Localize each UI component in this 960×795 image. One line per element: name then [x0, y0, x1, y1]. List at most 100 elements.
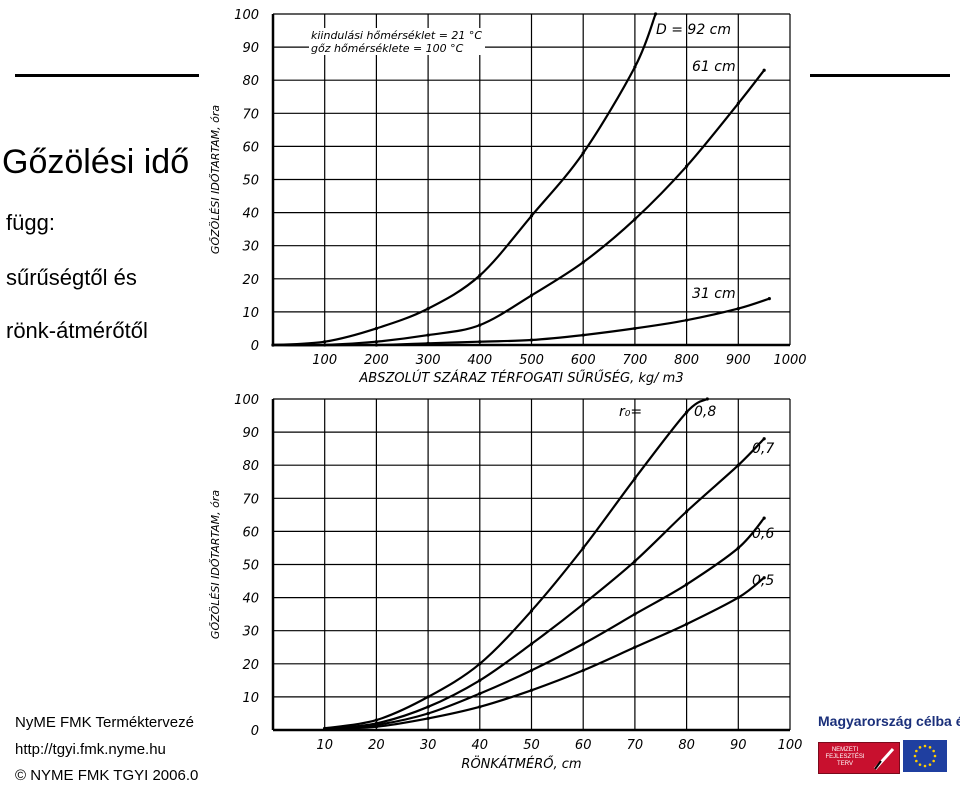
y-tick-label: 50 — [242, 174, 259, 189]
nft-logo-text: NEMZETI FEJLESZTÉSI TERV — [825, 747, 865, 767]
eu-star — [928, 746, 932, 749]
eu-star — [932, 759, 935, 763]
series-point — [685, 582, 689, 586]
x-tick-label: 10 — [316, 738, 333, 753]
series-point — [529, 642, 534, 646]
series-point — [736, 101, 740, 105]
series-label-2: 61 cm — [692, 59, 736, 75]
series-point — [426, 716, 430, 721]
eu-star — [915, 759, 918, 763]
series-point — [581, 333, 585, 337]
series-point — [633, 559, 637, 563]
y-tick-label: 0 — [251, 724, 259, 739]
series-point — [374, 326, 378, 331]
series-point — [529, 609, 534, 613]
annotation-bg — [309, 41, 485, 55]
x-tick-label: 200 — [364, 353, 389, 368]
eu-star — [932, 749, 935, 753]
series-point — [762, 437, 766, 441]
eu-star — [923, 764, 927, 768]
tagline: Magyarország célba ér — [818, 713, 960, 729]
x-tick-label: 1000 — [773, 353, 806, 368]
series-point — [426, 341, 430, 345]
eu-star — [918, 746, 922, 749]
series-point — [478, 340, 482, 344]
y-tick-label: 90 — [242, 41, 259, 56]
series-line-3 — [272, 297, 770, 347]
series-point — [478, 691, 482, 696]
series-line-1 — [324, 398, 708, 730]
series-point — [478, 323, 482, 327]
series-point — [685, 318, 689, 322]
y-tick-label: 40 — [242, 592, 259, 607]
x-axis-label: ABSZOLÚT SZÁRAZ TÉRFOGATI SŰRŰSÉG, kg/ m… — [358, 370, 683, 386]
series-point — [426, 306, 430, 311]
series-point — [478, 678, 482, 682]
series-point — [581, 260, 585, 264]
series-point — [633, 326, 637, 331]
y-tick-label: 20 — [242, 658, 259, 673]
series-point — [762, 576, 766, 580]
series-point — [762, 68, 766, 72]
bullet-2: sűrűségtől és — [6, 265, 137, 290]
x-tick-label: 700 — [622, 353, 647, 368]
series-point — [529, 338, 534, 342]
series-point — [529, 293, 534, 297]
chart-panel: 0 10 20 30 40 50 60 70 80 90 100 100 200 300 400 500 600… — [199, 0, 810, 790]
x-tick-label: 800 — [674, 353, 699, 368]
series-line-2 — [324, 437, 765, 730]
y-tick-label: 90 — [242, 426, 259, 441]
x-tick-label: 70 — [627, 738, 644, 753]
x-tick-label: 80 — [678, 738, 695, 753]
y-tick-label: 0 — [251, 339, 259, 354]
series-point — [705, 397, 709, 401]
y-tick-label: 60 — [242, 140, 259, 155]
y-tick-label: 20 — [242, 273, 259, 288]
y-tick-label: 50 — [242, 559, 259, 574]
series-point — [633, 612, 637, 616]
series-point — [323, 340, 327, 344]
series-point — [767, 297, 771, 301]
series-point — [426, 333, 430, 337]
header-rule-left — [15, 74, 205, 77]
series-point — [736, 463, 740, 467]
series-label-3: 0,6 — [752, 526, 774, 542]
top-chart: 0 10 20 30 40 50 60 70 80 90 100 100 200 300 400 500 600… — [208, 8, 807, 386]
y-tick-label: 30 — [242, 240, 259, 255]
y-tick-label: 10 — [242, 691, 259, 706]
bullet-3: rönk-átmérőtől — [6, 318, 148, 343]
annotation-text: gőz hőmérséklete = 100 °C — [311, 42, 464, 55]
series-point — [685, 164, 689, 168]
x-tick-label: 90 — [730, 738, 747, 753]
series-point — [633, 217, 637, 221]
series-point — [529, 214, 534, 218]
bottom-chart: 0 10 20 30 40 50 60 70 80 90 100 10 20 30 40 50 60 70 80 90… — [208, 393, 802, 772]
footer-copyright: © NYME FMK TGYI 2006.0 — [15, 767, 199, 784]
nft-logo: NEMZETI FEJLESZTÉSI TERV — [818, 742, 900, 774]
series-point — [426, 711, 430, 716]
series-point — [426, 695, 430, 699]
eu-star — [923, 744, 927, 748]
series-point — [685, 622, 689, 626]
series-point — [271, 343, 275, 347]
series-point — [529, 668, 534, 673]
series-point — [374, 340, 378, 344]
slide-title: Gőzölési idő — [2, 143, 190, 181]
series-point — [736, 546, 740, 550]
y-tick-label: 100 — [234, 393, 259, 408]
series-point — [736, 596, 740, 600]
series-point — [685, 410, 689, 414]
nft-logo-mark — [873, 747, 895, 771]
legend-title: r₀= — [619, 404, 642, 420]
series-point — [581, 602, 585, 606]
series-point — [581, 642, 585, 646]
x-tick-label: 50 — [523, 738, 540, 753]
y-tick-label: 80 — [242, 459, 259, 474]
y-tick-label: 80 — [242, 74, 259, 89]
series-point — [736, 306, 740, 311]
series-point — [685, 509, 689, 514]
series-label-1: 0,8 — [694, 404, 716, 420]
eu-star — [928, 763, 932, 766]
y-tick-label: 30 — [242, 625, 259, 640]
